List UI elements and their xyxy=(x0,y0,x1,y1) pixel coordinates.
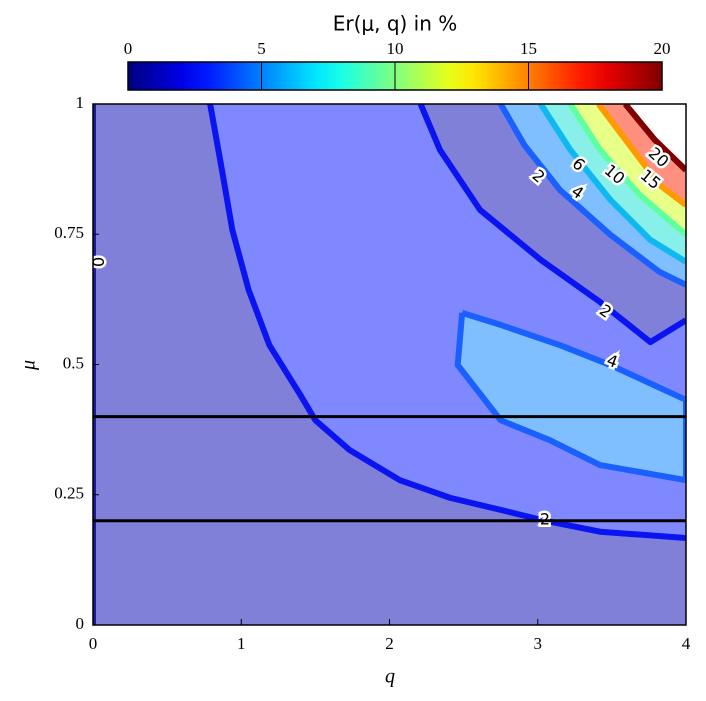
x-tick-label: 1 xyxy=(237,634,246,653)
x-axis-label: q xyxy=(385,666,395,688)
contour-fill xyxy=(457,312,686,481)
y-tick-label: 0.5 xyxy=(63,353,84,372)
y-axis-label: μ xyxy=(18,360,40,371)
x-tick-label: 0 xyxy=(89,634,98,653)
colorbar-tick-label: 20 xyxy=(654,39,671,58)
contour-line xyxy=(207,104,686,541)
contour-line xyxy=(596,104,686,208)
y-tick-label: 0 xyxy=(76,614,85,633)
contour-line xyxy=(417,104,686,346)
contour-line xyxy=(567,104,686,238)
contour-line xyxy=(538,104,686,265)
plot-area xyxy=(93,104,686,625)
x-tick-label: 4 xyxy=(682,634,691,653)
contour-line xyxy=(454,310,686,484)
contour-line xyxy=(622,104,686,173)
colorbar-title: Er(μ, q) in % xyxy=(333,12,458,36)
colorbar-tick-label: 15 xyxy=(520,39,537,58)
contour-line xyxy=(498,104,686,288)
contour-label: 2 xyxy=(540,510,550,529)
x-tick-label: 2 xyxy=(385,634,394,653)
contour-label: 0 xyxy=(89,257,108,267)
x-tick-label: 3 xyxy=(534,634,543,653)
y-tick-label: 1 xyxy=(76,93,85,112)
colorbar-tick-label: 0 xyxy=(124,39,133,58)
colorbar-tick-label: 10 xyxy=(387,39,404,58)
y-tick-label: 0.75 xyxy=(54,223,84,242)
y-tick-label: 0.25 xyxy=(54,484,84,503)
colorbar-tick-label: 5 xyxy=(257,39,266,58)
